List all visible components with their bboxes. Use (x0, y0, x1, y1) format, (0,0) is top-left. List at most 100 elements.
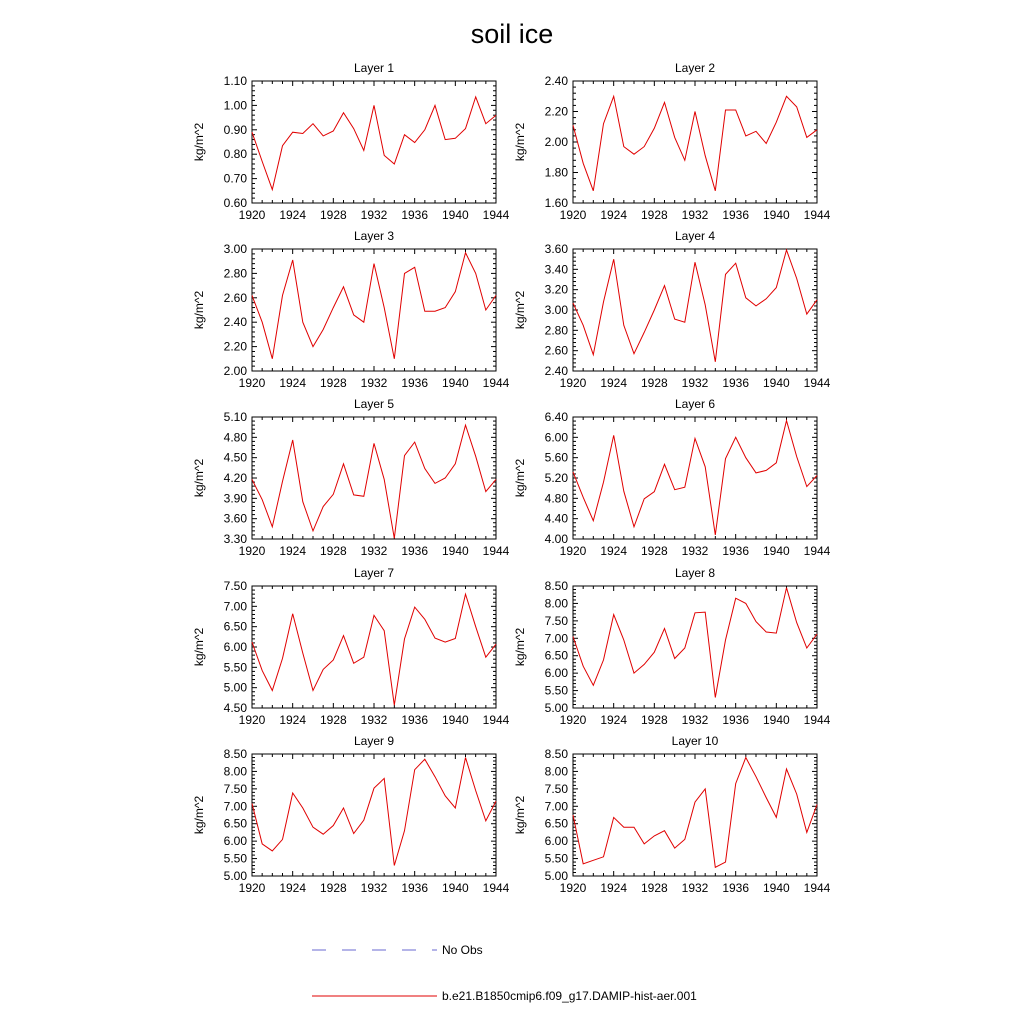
y-tick-label: 5.00 (224, 681, 248, 695)
x-tick-label: 1924 (279, 544, 306, 558)
y-tick-label: 6.00 (545, 834, 569, 848)
x-tick-label: 1924 (600, 376, 627, 390)
y-tick-label: 3.40 (545, 262, 569, 276)
y-tick-label: 4.50 (224, 701, 248, 715)
legend: No Obs b.e21.B1850cmip6.f09_g17.DAMIP-hi… (312, 943, 697, 1003)
y-tick-label: 3.20 (545, 283, 569, 297)
y-tick-label: 4.50 (224, 451, 248, 465)
x-tick-label: 1924 (600, 881, 627, 895)
y-tick-label: 2.60 (224, 291, 248, 305)
plot-frame (251, 248, 497, 372)
x-tick-label: 1920 (239, 376, 266, 390)
series-line (572, 418, 818, 535)
x-tick-label: 1940 (442, 544, 469, 558)
plot-frame (572, 80, 818, 204)
y-tick-label: 2.40 (545, 364, 569, 378)
y-tick-label: 6.00 (224, 640, 248, 654)
x-tick-label: 1940 (763, 376, 790, 390)
series-line (251, 592, 497, 706)
x-tick-label: 1936 (401, 376, 428, 390)
y-tick-label: 1.00 (224, 98, 248, 112)
y-tick-label: 5.00 (224, 869, 248, 883)
plot-frame (251, 416, 497, 540)
x-tick-label: 1924 (279, 208, 306, 222)
plot-frame (251, 585, 497, 709)
x-tick-label: 1928 (641, 881, 668, 895)
y-tick-label: 6.50 (545, 817, 569, 831)
y-tick-label: 1.80 (545, 166, 569, 180)
x-tick-label: 1936 (722, 881, 749, 895)
y-tick-label: 5.10 (224, 410, 248, 424)
plot-frame (572, 753, 818, 877)
panels: 1920 1924 1928 1932 1936 1940 1944 0.60 0.70 0.80… (192, 61, 831, 895)
y-tick-label: 2.00 (545, 135, 569, 149)
panel-title: Layer 7 (354, 566, 394, 580)
y-tick-label: 8.50 (224, 747, 248, 761)
x-tick-label: 1932 (682, 881, 709, 895)
x-tick-label: 1924 (279, 881, 306, 895)
y-tick-label: 7.50 (224, 782, 248, 796)
y-tick-label: 5.50 (545, 684, 569, 698)
y-tick-label: 3.60 (224, 512, 248, 526)
panel-layer-9: 1920 1924 1928 1932 1936 1940 1944 5.00 5.50 6.00… (192, 734, 510, 895)
y-tick-label: 5.50 (224, 660, 248, 674)
x-tick-label: 1928 (320, 713, 347, 727)
y-tick-label: 1.60 (545, 196, 569, 210)
x-tick-label: 1924 (279, 713, 306, 727)
y-tick-label: 6.50 (224, 620, 248, 634)
panel-title: Layer 5 (354, 397, 394, 411)
y-tick-label: 3.90 (224, 491, 248, 505)
x-tick-label: 1932 (361, 208, 388, 222)
y-tick-label: 1.10 (224, 74, 248, 88)
y-tick-label: 0.90 (224, 123, 248, 137)
y-tick-label: 5.60 (545, 451, 569, 465)
x-tick-label: 1944 (804, 544, 831, 558)
x-tick-label: 1920 (560, 208, 587, 222)
x-tick-label: 1932 (361, 713, 388, 727)
panel-title: Layer 9 (354, 734, 394, 748)
x-tick-label: 1932 (682, 208, 709, 222)
panel-layer-8: 1920 1924 1928 1932 1936 1940 1944 5.00 5.50 6.00… (513, 566, 831, 727)
x-tick-label: 1924 (600, 713, 627, 727)
x-tick-label: 1944 (804, 713, 831, 727)
y-tick-label: 5.50 (224, 852, 248, 866)
main-title: soil ice (471, 19, 554, 49)
x-tick-label: 1932 (682, 544, 709, 558)
y-tick-label: 0.60 (224, 196, 248, 210)
y-tick-label: 6.00 (224, 834, 248, 848)
plot-frame (572, 585, 818, 709)
x-tick-label: 1920 (560, 881, 587, 895)
panel-title: Layer 8 (675, 566, 715, 580)
x-tick-label: 1944 (804, 208, 831, 222)
series-line (251, 251, 497, 359)
x-tick-label: 1944 (483, 713, 510, 727)
y-tick-label: 7.00 (545, 799, 569, 813)
x-tick-label: 1944 (804, 376, 831, 390)
y-tick-label: 7.50 (545, 614, 569, 628)
y-tick-label: 3.30 (224, 532, 248, 546)
x-tick-label: 1924 (600, 208, 627, 222)
y-tick-label: 6.50 (545, 649, 569, 663)
y-tick-label: 5.00 (545, 869, 569, 883)
x-tick-label: 1928 (641, 713, 668, 727)
y-tick-label: 5.50 (545, 852, 569, 866)
x-tick-label: 1932 (361, 881, 388, 895)
y-tick-label: 8.50 (545, 579, 569, 593)
x-tick-label: 1920 (560, 544, 587, 558)
panel-layer-7: 1920 1924 1928 1932 1936 1940 1944 4.50 5.00 5.50… (192, 566, 510, 727)
series-line (251, 757, 497, 866)
series-line (572, 94, 818, 191)
panel-layer-6: 1920 1924 1928 1932 1936 1940 1944 4.00 4.40 4.80… (513, 397, 831, 558)
y-tick-label: 5.20 (545, 471, 569, 485)
x-tick-label: 1920 (239, 713, 266, 727)
y-tick-label: 7.50 (224, 579, 248, 593)
y-tick-label: 6.00 (545, 430, 569, 444)
y-tick-label: 2.80 (545, 323, 569, 337)
y-tick-label: 3.00 (545, 303, 569, 317)
y-tick-label: 4.80 (545, 491, 569, 505)
x-tick-label: 1936 (722, 544, 749, 558)
x-tick-label: 1932 (361, 376, 388, 390)
panel-title: Layer 1 (354, 61, 394, 75)
x-tick-label: 1920 (239, 208, 266, 222)
